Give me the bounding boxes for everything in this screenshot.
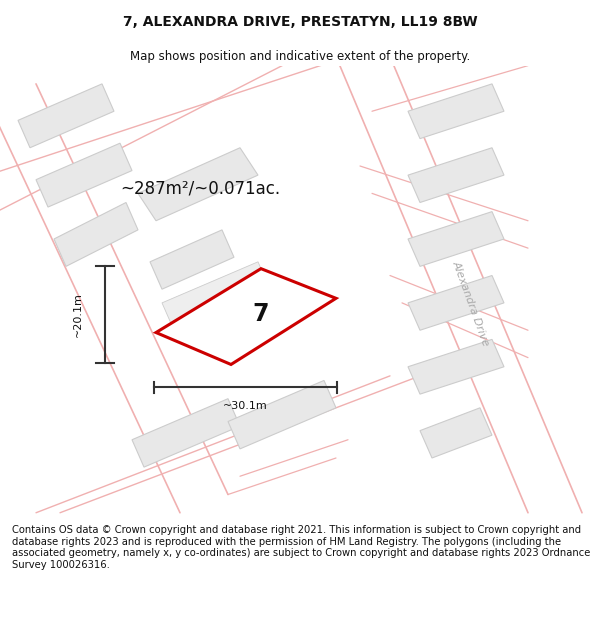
Text: Alexandra Drive: Alexandra Drive <box>451 259 491 347</box>
Text: ~20.1m: ~20.1m <box>73 292 83 337</box>
Text: Map shows position and indicative extent of the property.: Map shows position and indicative extent… <box>130 50 470 62</box>
Text: 7: 7 <box>253 302 269 326</box>
Text: Contains OS data © Crown copyright and database right 2021. This information is : Contains OS data © Crown copyright and d… <box>12 525 590 570</box>
Polygon shape <box>228 381 336 449</box>
Polygon shape <box>18 84 114 148</box>
Polygon shape <box>420 408 492 458</box>
Polygon shape <box>36 143 132 207</box>
Polygon shape <box>54 202 138 266</box>
Polygon shape <box>150 230 234 289</box>
Text: 7, ALEXANDRA DRIVE, PRESTATYN, LL19 8BW: 7, ALEXANDRA DRIVE, PRESTATYN, LL19 8BW <box>122 15 478 29</box>
Polygon shape <box>408 276 504 330</box>
Polygon shape <box>162 262 270 330</box>
Polygon shape <box>408 339 504 394</box>
Text: ~287m²/~0.071ac.: ~287m²/~0.071ac. <box>120 180 280 198</box>
Polygon shape <box>138 148 258 221</box>
Polygon shape <box>156 269 336 364</box>
Polygon shape <box>408 148 504 202</box>
Polygon shape <box>132 399 240 467</box>
Polygon shape <box>408 84 504 139</box>
Polygon shape <box>408 212 504 266</box>
Text: ~30.1m: ~30.1m <box>223 401 268 411</box>
